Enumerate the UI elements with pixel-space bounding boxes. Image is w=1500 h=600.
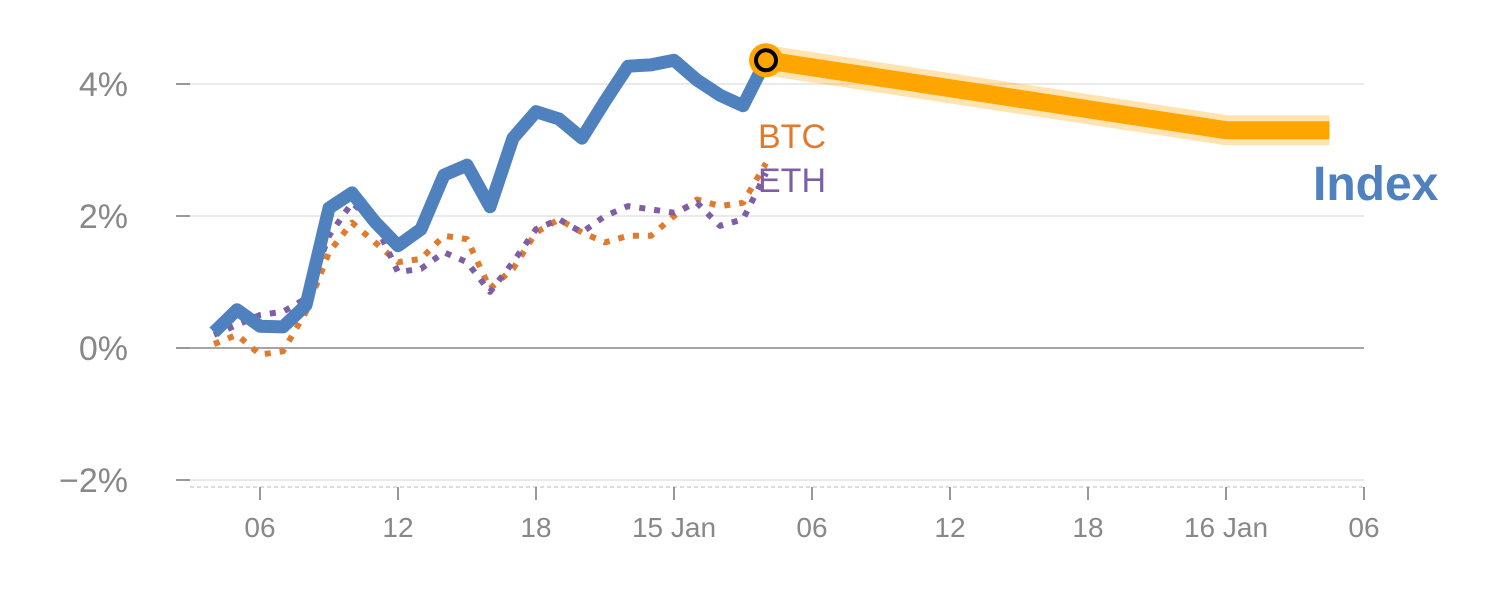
series-label-index: Index: [1313, 158, 1439, 211]
x-tick-label: 12: [382, 512, 413, 543]
series-label-btc: BTC: [758, 118, 826, 156]
series-label-eth: ETH: [758, 162, 826, 200]
y-tick-label: −2%: [59, 462, 128, 500]
series-line-eth: [212, 171, 769, 338]
y-tick-label: 2%: [79, 198, 128, 236]
x-tick-label: 18: [1072, 512, 1103, 543]
forecast-line: [764, 51, 1330, 140]
x-tick-label: 16 Jan: [1184, 512, 1268, 543]
x-tick-label: 06: [244, 512, 275, 543]
y-tick-label: 0%: [79, 330, 128, 368]
x-tick-label: 18: [520, 512, 551, 543]
current-point-marker: [754, 48, 778, 73]
series-line-index: [209, 53, 772, 337]
x-tick-label: 06: [796, 512, 827, 543]
x-tick-label: 15 Jan: [632, 512, 716, 543]
y-tick-label: 4%: [79, 66, 128, 104]
x-tick-label: 12: [934, 512, 965, 543]
x-tick-label: 06: [1348, 512, 1379, 543]
